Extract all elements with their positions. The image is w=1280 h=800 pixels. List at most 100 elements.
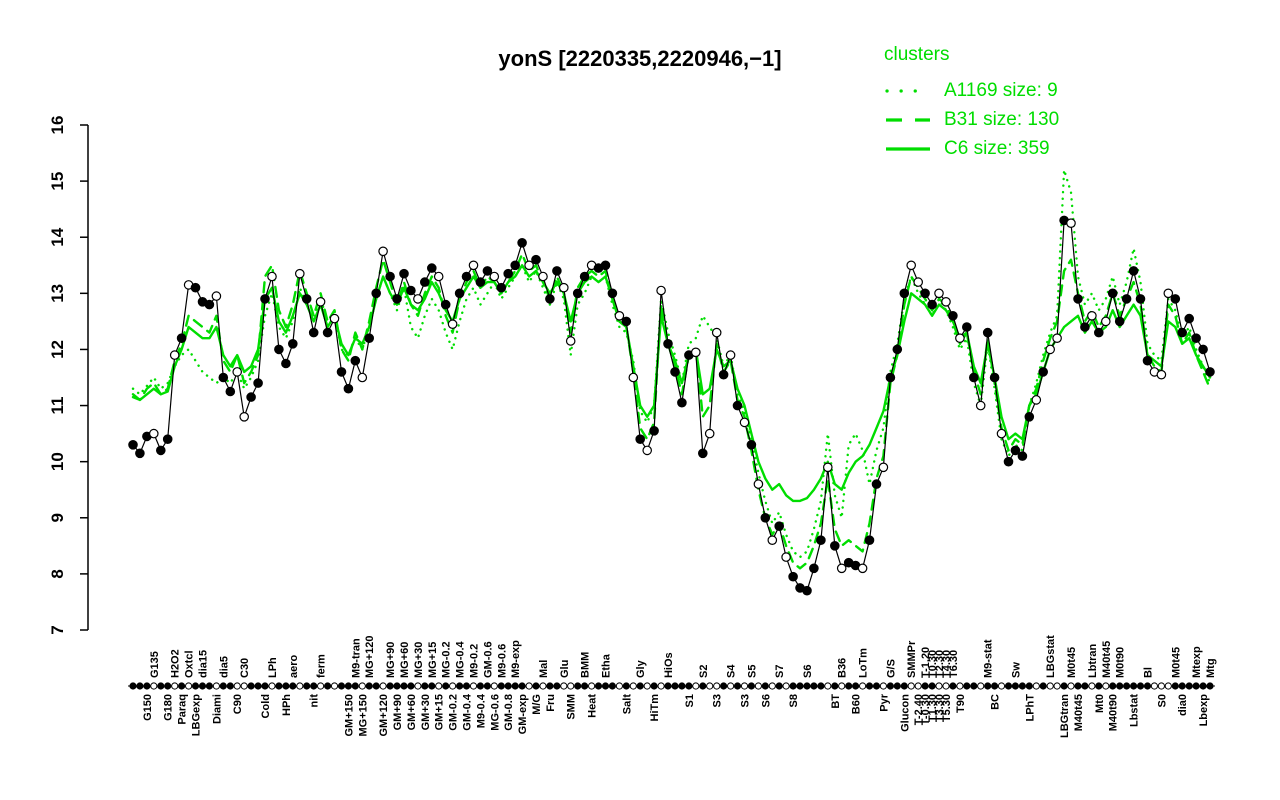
x-label: GM+150 [343, 694, 355, 737]
data-point [190, 282, 201, 293]
condition-symbol [601, 682, 610, 690]
data-point [1101, 316, 1111, 327]
x-label: GM-0.4 [462, 693, 474, 731]
data-point [711, 327, 722, 338]
condition-symbol [372, 682, 380, 690]
data-point [579, 271, 590, 282]
y-tick-label: 16 [48, 116, 67, 135]
data-point [753, 479, 764, 489]
x-label: GM-0.2 [448, 694, 460, 731]
condition-symbol [1157, 682, 1166, 690]
condition-symbol [1206, 682, 1214, 690]
x-label: T1.30 [927, 694, 939, 722]
data-point [975, 400, 986, 411]
data-point [927, 299, 937, 310]
x-label: S0 [1156, 694, 1168, 707]
data-point [1003, 456, 1014, 467]
condition-symbol [1032, 682, 1040, 690]
condition-symbol [150, 682, 158, 690]
data-point [1156, 369, 1167, 380]
condition-symbol [518, 682, 526, 690]
data-point [1073, 294, 1083, 304]
data-point [635, 434, 645, 444]
x-label: HPh [281, 694, 293, 716]
data-point [246, 392, 256, 402]
cluster-line-B31 [131, 252, 1212, 570]
condition-symbol [497, 682, 505, 690]
x-label: M0t90 [1115, 647, 1127, 678]
condition-symbol [720, 682, 728, 690]
data-point [878, 462, 889, 473]
x-label: GM+15 [434, 694, 446, 730]
x-label: M9-0.6 [496, 644, 508, 678]
condition-symbol [435, 682, 443, 690]
condition-symbol [713, 682, 721, 690]
x-label: HiOs [663, 652, 675, 678]
data-point [941, 296, 951, 307]
data-point [809, 563, 819, 574]
condition-symbol [914, 682, 922, 690]
data-point [1107, 288, 1118, 299]
x-label: Salt [621, 694, 633, 715]
condition-symbol [233, 682, 241, 690]
condition-symbol [1150, 682, 1159, 690]
x-label: S3 [712, 694, 724, 707]
data-point [135, 448, 145, 459]
data-point [447, 319, 458, 329]
condition-symbol [1171, 682, 1179, 690]
condition-symbol [219, 682, 227, 690]
condition-symbol [1046, 682, 1054, 690]
data-point [1198, 344, 1208, 355]
condition-symbol [317, 682, 325, 690]
condition-symbol [421, 682, 429, 690]
data-point [1128, 266, 1139, 276]
x-label: Heat [587, 694, 599, 718]
condition-symbol [747, 682, 756, 690]
data-point [1024, 411, 1035, 422]
condition-symbol [810, 682, 818, 690]
data-point [802, 585, 812, 596]
x-label: MG-0.6 [489, 694, 501, 731]
condition-symbol [977, 682, 985, 690]
condition-symbol [428, 682, 436, 690]
data-point [552, 266, 562, 276]
condition-symbol [393, 682, 401, 690]
x-label: Etha [600, 653, 612, 678]
condition-symbol [240, 682, 248, 690]
data-point [517, 238, 527, 248]
x-label: dia0 [1177, 694, 1189, 716]
condition-symbol [796, 682, 804, 690]
data-point [329, 313, 340, 324]
condition-symbol [761, 682, 769, 690]
data-point [1045, 344, 1055, 355]
condition-symbol [462, 682, 471, 690]
data-point [322, 327, 333, 338]
data-point [336, 367, 347, 377]
x-label: T2.30 [934, 650, 946, 678]
condition-symbol [1053, 682, 1061, 690]
data-point [350, 355, 361, 366]
legend-title: clusters [884, 44, 950, 65]
condition-symbol [282, 682, 290, 690]
data-point [899, 288, 910, 299]
data-point [857, 563, 868, 574]
x-label: GM+60 [406, 694, 418, 730]
condition-symbol [1081, 682, 1089, 690]
condition-symbol [365, 682, 373, 690]
condition-symbol [928, 682, 936, 690]
condition-symbol [872, 682, 881, 690]
condition-symbol [692, 682, 700, 690]
condition-symbol [685, 682, 693, 690]
condition-symbol [921, 682, 929, 690]
condition-symbol [1109, 682, 1117, 690]
legend-entry-b31: B31 size: 130 [884, 105, 1059, 134]
condition-symbol [171, 682, 179, 690]
data-point [836, 563, 847, 574]
condition-symbol [671, 682, 679, 690]
data-point [475, 277, 486, 287]
x-label: Mtexp [1191, 646, 1203, 678]
condition-symbol [608, 682, 617, 690]
x-label: G180 [163, 694, 175, 721]
x-label: Glu [559, 660, 571, 678]
